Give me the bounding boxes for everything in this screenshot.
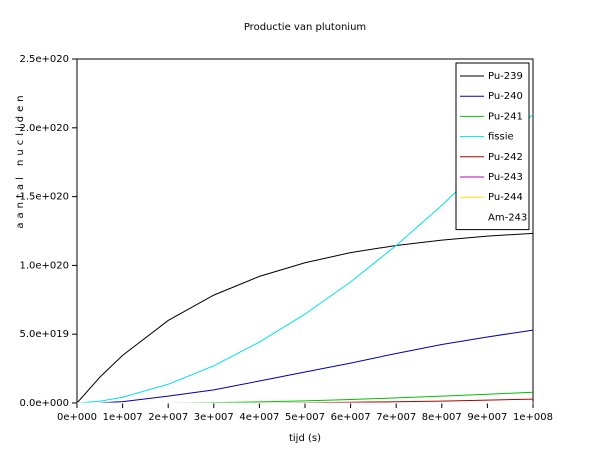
y-tick-label: 2.0e+020 — [19, 123, 69, 134]
y-tick-label: 5.0e+019 — [19, 329, 69, 340]
legend-label: Am-243 — [488, 212, 527, 223]
x-tick-label: 1e+007 — [103, 412, 143, 423]
y-tick-label: 1.5e+020 — [19, 192, 69, 203]
legend-label: Pu-243 — [488, 172, 523, 183]
x-tick-label: 6e+007 — [331, 412, 371, 423]
legend-label: Pu-242 — [488, 152, 523, 163]
x-axis-label: tijd (s) — [289, 433, 321, 444]
x-tick-label: 7e+007 — [376, 412, 416, 423]
legend-box — [455, 62, 530, 231]
legend-label: fissie — [488, 132, 514, 143]
series-line — [77, 391, 534, 404]
y-tick-label: 0.0e+000 — [19, 398, 69, 409]
series-line — [76, 329, 534, 404]
legend-label: Pu-239 — [488, 71, 523, 82]
legend-label: Pu-240 — [488, 91, 523, 102]
x-tick-label: 4e+007 — [239, 412, 279, 423]
x-tick-label: 9e+007 — [467, 412, 507, 423]
x-tick-label: 0e+000 — [57, 412, 97, 423]
x-tick-label: 5e+007 — [285, 412, 325, 423]
x-tick-label: 2e+007 — [148, 412, 188, 423]
x-tick-label: 1e+008 — [513, 412, 553, 423]
y-tick-label: 2.5e+020 — [19, 54, 69, 65]
x-tick-label: 3e+007 — [194, 412, 234, 423]
chart-title: Productie van plutonium — [244, 22, 366, 33]
series-line — [76, 232, 534, 404]
x-tick-label: 8e+007 — [422, 412, 462, 423]
legend-label: Pu-241 — [488, 111, 523, 122]
y-axis-label: aantal nucliden — [15, 91, 26, 228]
legend-label: Pu-244 — [488, 192, 523, 203]
y-tick-label: 1.0e+020 — [19, 260, 69, 271]
series-line — [76, 113, 534, 404]
